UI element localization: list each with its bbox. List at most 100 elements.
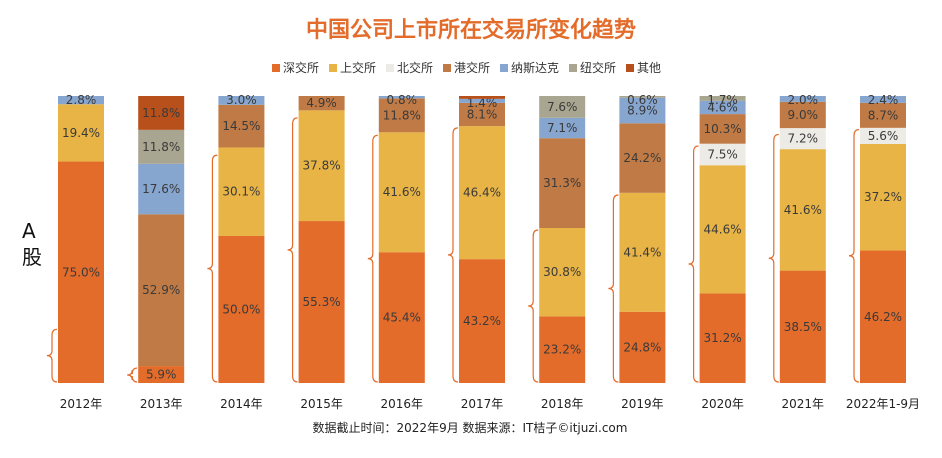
bar-segment [539,316,586,383]
legend-swatch [626,64,634,72]
legend-label: 其他 [637,61,661,75]
data-label: 0.8% [387,93,418,107]
data-label: 1.4% [467,96,498,110]
data-label: 31.3% [543,176,581,190]
a-share-bracket [528,229,539,383]
data-label: 5.6% [868,129,899,143]
bar-segment [298,221,345,383]
x-tick-label: 2016年 [381,397,424,411]
legend-item: 上交所 [329,60,376,75]
data-label: 3.0% [226,93,257,107]
bar-segment [860,250,906,383]
bar-segment [298,96,345,111]
data-label: 23.2% [543,343,581,357]
bar-segment [779,270,826,383]
a-share-bracket [367,134,378,383]
bar-segment [58,161,104,383]
x-tick-label: 2019年 [621,397,664,411]
legend-item: 港交所 [443,60,490,75]
data-label: 41.6% [383,185,421,199]
a-share-bracket [848,128,860,383]
bar-segment [699,293,746,383]
data-label: 24.2% [623,151,661,165]
bar-segment [539,96,586,118]
x-tick-label: 2013年 [140,397,183,411]
data-label: 37.2% [864,190,902,204]
a-share-bracket [207,154,218,383]
legend-item: 深交所 [272,60,319,75]
legend-item: 其他 [626,61,661,75]
data-label: 2.8% [66,93,97,107]
legend-label: 深交所 [283,60,319,75]
bar-segment [619,97,666,124]
bar-segment [378,252,425,383]
bar-segment [218,96,265,105]
bar-segment [699,143,746,166]
bar-segment [459,98,505,103]
a-share-bracket [127,367,138,383]
data-label: 30.8% [543,265,581,279]
data-label: 11.8% [383,108,421,122]
legend-swatch [329,64,337,72]
a-share-brackets [46,117,860,383]
data-label: 2.0% [788,93,819,107]
legend-item: 北交所 [386,60,433,75]
data-label: 1.7% [707,93,738,107]
bar-segment [459,259,505,383]
bar-segment [218,235,265,383]
data-label: 45.4% [383,311,421,325]
bar-segment [58,96,104,105]
bar-segment [779,101,826,129]
bar-segment [138,129,185,164]
data-label: 5.9% [146,368,177,382]
a-share-bracket [768,133,779,383]
data-label: 11.8% [142,140,180,154]
bar-segment [699,165,746,294]
x-tick-label: 2017年 [461,397,504,411]
bar-segment [860,96,906,103]
legend-label: 纳斯达克 [511,61,559,75]
x-tick-label: 2022年1-9月 [846,397,920,411]
bar-segment [378,98,425,133]
legend-item: 纽交所 [569,60,616,75]
bar-segment [699,114,746,144]
legend-swatch [443,64,451,72]
chart-title: 中国公司上市所在交易所变化趋势 [306,17,636,43]
bars: 75.0% 19.4% 2.8% 5.9% 52.9% 17.6% 11.8% 11.8% 50… [58,93,906,383]
data-label: 43.2% [463,314,501,328]
x-tick-label: 2012年 [60,397,103,411]
bar-segment [138,96,185,130]
a-share-bracket [46,328,58,383]
legend-swatch [500,64,508,72]
x-tick-label: 2021年 [782,397,825,411]
legend-label: 北交所 [397,60,433,75]
data-label: 8.7% [868,108,899,122]
bar-segment [860,143,906,251]
data-label: 2.4% [868,93,899,107]
bar-segment [58,104,104,162]
x-tick-label: 2014年 [220,397,263,411]
data-label: 8.9% [627,104,658,118]
data-label: 30.1% [222,185,260,199]
data-label: 14.5% [222,119,260,133]
bar-segment [298,110,345,222]
data-label: 55.3% [303,295,341,309]
data-label: 10.3% [704,122,742,136]
data-label: 7.5% [707,147,738,161]
bar-segment [138,366,185,383]
bar-segment [539,228,586,317]
data-label: 41.6% [784,203,822,217]
data-label: 75.0% [62,265,100,279]
data-label: 44.6% [704,222,742,236]
data-label: 7.1% [547,121,578,135]
legend-label: 港交所 [454,60,490,75]
data-label: 37.8% [303,159,341,173]
legend-label: 纽交所 [580,60,616,75]
bar-segment [218,147,265,236]
data-label: 11.8% [142,106,180,120]
bar-segment [779,96,826,102]
bar-segment [699,96,746,101]
bar-segment [539,117,586,139]
